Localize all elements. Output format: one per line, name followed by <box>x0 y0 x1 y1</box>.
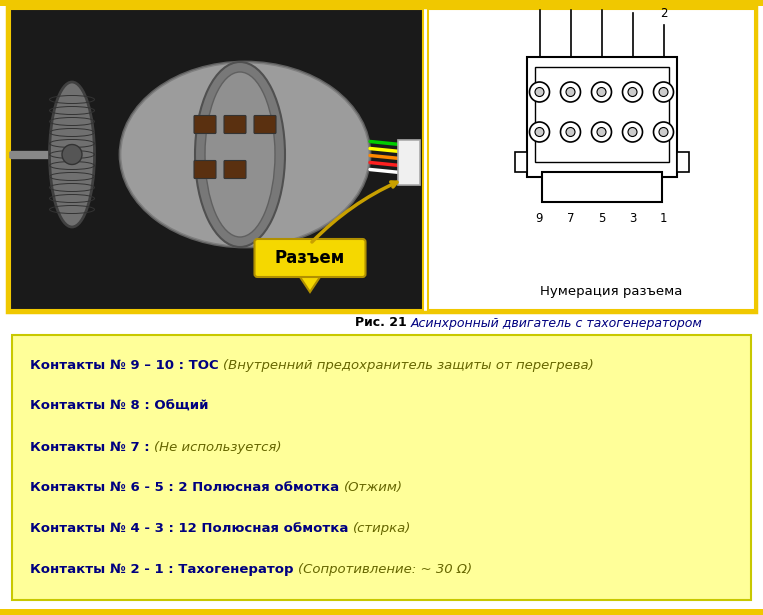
Text: Контакты № 6 - 5 : 2 Полюсная обмотка: Контакты № 6 - 5 : 2 Полюсная обмотка <box>30 482 344 494</box>
Text: (Не используется): (Не используется) <box>154 440 282 454</box>
FancyBboxPatch shape <box>194 161 216 178</box>
Bar <box>0 609 763 615</box>
Text: Контакты № 9 – 10 : ТОС: Контакты № 9 – 10 : ТОС <box>30 359 224 372</box>
Ellipse shape <box>62 145 82 164</box>
Text: 7: 7 <box>567 212 575 225</box>
Ellipse shape <box>120 62 370 247</box>
Circle shape <box>628 87 637 97</box>
Bar <box>542 172 662 202</box>
Circle shape <box>659 87 668 97</box>
Circle shape <box>530 82 549 102</box>
Text: Контакты № 8 : Общий: Контакты № 8 : Общий <box>30 400 208 413</box>
Bar <box>677 152 688 172</box>
Bar <box>10 9 423 310</box>
Text: 5: 5 <box>598 212 605 225</box>
Circle shape <box>566 127 575 137</box>
Text: Контакты № 2 - 1 : Тахогенератор: Контакты № 2 - 1 : Тахогенератор <box>30 563 298 576</box>
Ellipse shape <box>205 72 275 237</box>
FancyBboxPatch shape <box>224 116 246 133</box>
Circle shape <box>591 82 611 102</box>
Bar <box>514 152 526 172</box>
Circle shape <box>561 122 581 142</box>
Circle shape <box>653 82 674 102</box>
Ellipse shape <box>50 82 95 227</box>
Text: Разъем: Разъем <box>275 249 345 267</box>
Text: 9: 9 <box>536 212 543 225</box>
Text: Контакты № 7 :: Контакты № 7 : <box>30 440 154 454</box>
Circle shape <box>597 87 606 97</box>
Circle shape <box>566 87 575 97</box>
FancyBboxPatch shape <box>194 116 216 133</box>
Text: (Внутренний предохранитель защиты от перегрева): (Внутренний предохранитель защиты от пер… <box>224 359 594 372</box>
Text: (Сопротивление: ~ 30 Ω): (Сопротивление: ~ 30 Ω) <box>298 563 472 576</box>
Text: 4: 4 <box>629 0 636 8</box>
Circle shape <box>530 122 549 142</box>
Ellipse shape <box>120 62 370 247</box>
Text: (стирка): (стирка) <box>353 522 411 535</box>
Ellipse shape <box>195 62 285 247</box>
Circle shape <box>597 127 606 137</box>
Circle shape <box>535 87 544 97</box>
Text: 3: 3 <box>629 212 636 225</box>
Text: 2: 2 <box>660 7 668 20</box>
Circle shape <box>628 127 637 137</box>
Bar <box>535 67 668 162</box>
Circle shape <box>623 122 642 142</box>
Bar <box>428 9 755 310</box>
Circle shape <box>659 127 668 137</box>
Text: Нумерация разъема: Нумерация разъема <box>540 285 683 298</box>
Bar <box>0 0 763 6</box>
Circle shape <box>535 127 544 137</box>
Text: Рис. 21: Рис. 21 <box>355 317 411 330</box>
Polygon shape <box>298 274 322 292</box>
Circle shape <box>591 122 611 142</box>
Bar <box>12 335 751 600</box>
Circle shape <box>653 122 674 142</box>
Bar <box>7 7 756 312</box>
Circle shape <box>623 82 642 102</box>
FancyBboxPatch shape <box>224 161 246 178</box>
Text: Контакты № 4 - 3 : 12 Полюсная обмотка: Контакты № 4 - 3 : 12 Полюсная обмотка <box>30 522 353 535</box>
Bar <box>398 140 420 184</box>
Circle shape <box>561 82 581 102</box>
Bar <box>526 57 677 177</box>
FancyBboxPatch shape <box>254 116 276 133</box>
Text: Асинхронный двигатель с тахогенератором: Асинхронный двигатель с тахогенератором <box>411 317 703 330</box>
FancyBboxPatch shape <box>255 239 365 277</box>
Text: 1: 1 <box>660 212 668 225</box>
Text: (Отжим): (Отжим) <box>344 482 403 494</box>
